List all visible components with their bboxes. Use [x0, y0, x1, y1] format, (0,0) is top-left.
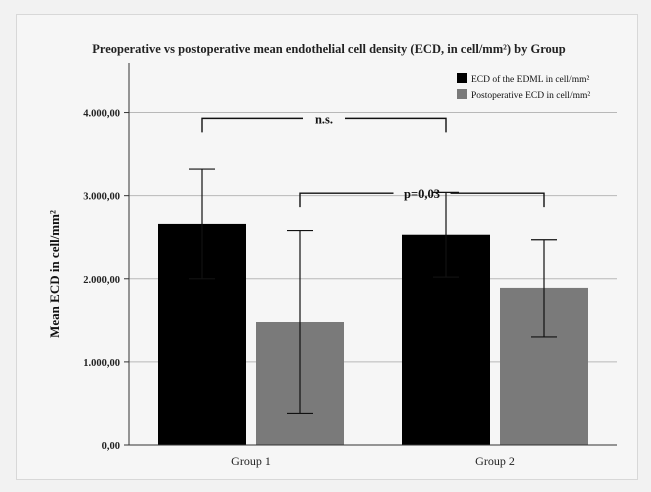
y-tick-label: 3.000,00 [83, 192, 120, 203]
x-tick-label: Group 2 [475, 454, 515, 468]
error-bars [189, 168, 557, 415]
significance-annotations: n.s. p=0,03 [201, 112, 545, 208]
legend-swatch [457, 89, 467, 99]
significance-bracket [201, 117, 447, 133]
significance-label: n.s. [315, 112, 333, 126]
y-tick-label: 0,00 [102, 441, 120, 452]
bar-chart: Preoperative vs postoperative mean endot… [47, 42, 617, 468]
x-tick-label: Group 1 [231, 454, 271, 468]
significance-bracket [299, 192, 545, 208]
legend-label: Postoperative ECD in cell/mm² [471, 91, 590, 101]
chart-frame: Preoperative vs postoperative mean endot… [16, 14, 638, 480]
y-tick-label: 1.000,00 [83, 358, 120, 369]
legend-label: ECD of the EDML in cell/mm² [471, 74, 589, 85]
axes: 0,00 1.000,00 2.000,00 3.000,00 4.000,00 Grou… [83, 63, 617, 468]
legend-swatch [457, 73, 467, 83]
legend: ECD of the EDML in cell/mm² Postoperative… [457, 73, 590, 101]
chart-title: Preoperative vs postoperative mean endot… [92, 42, 565, 56]
bars [158, 223, 588, 445]
y-tick-label: 2.000,00 [83, 275, 120, 286]
significance-label: p=0,03 [404, 187, 440, 201]
y-axis-label: Mean ECD in cell/mm² [47, 210, 62, 338]
y-tick-label: 4.000,00 [83, 109, 120, 120]
